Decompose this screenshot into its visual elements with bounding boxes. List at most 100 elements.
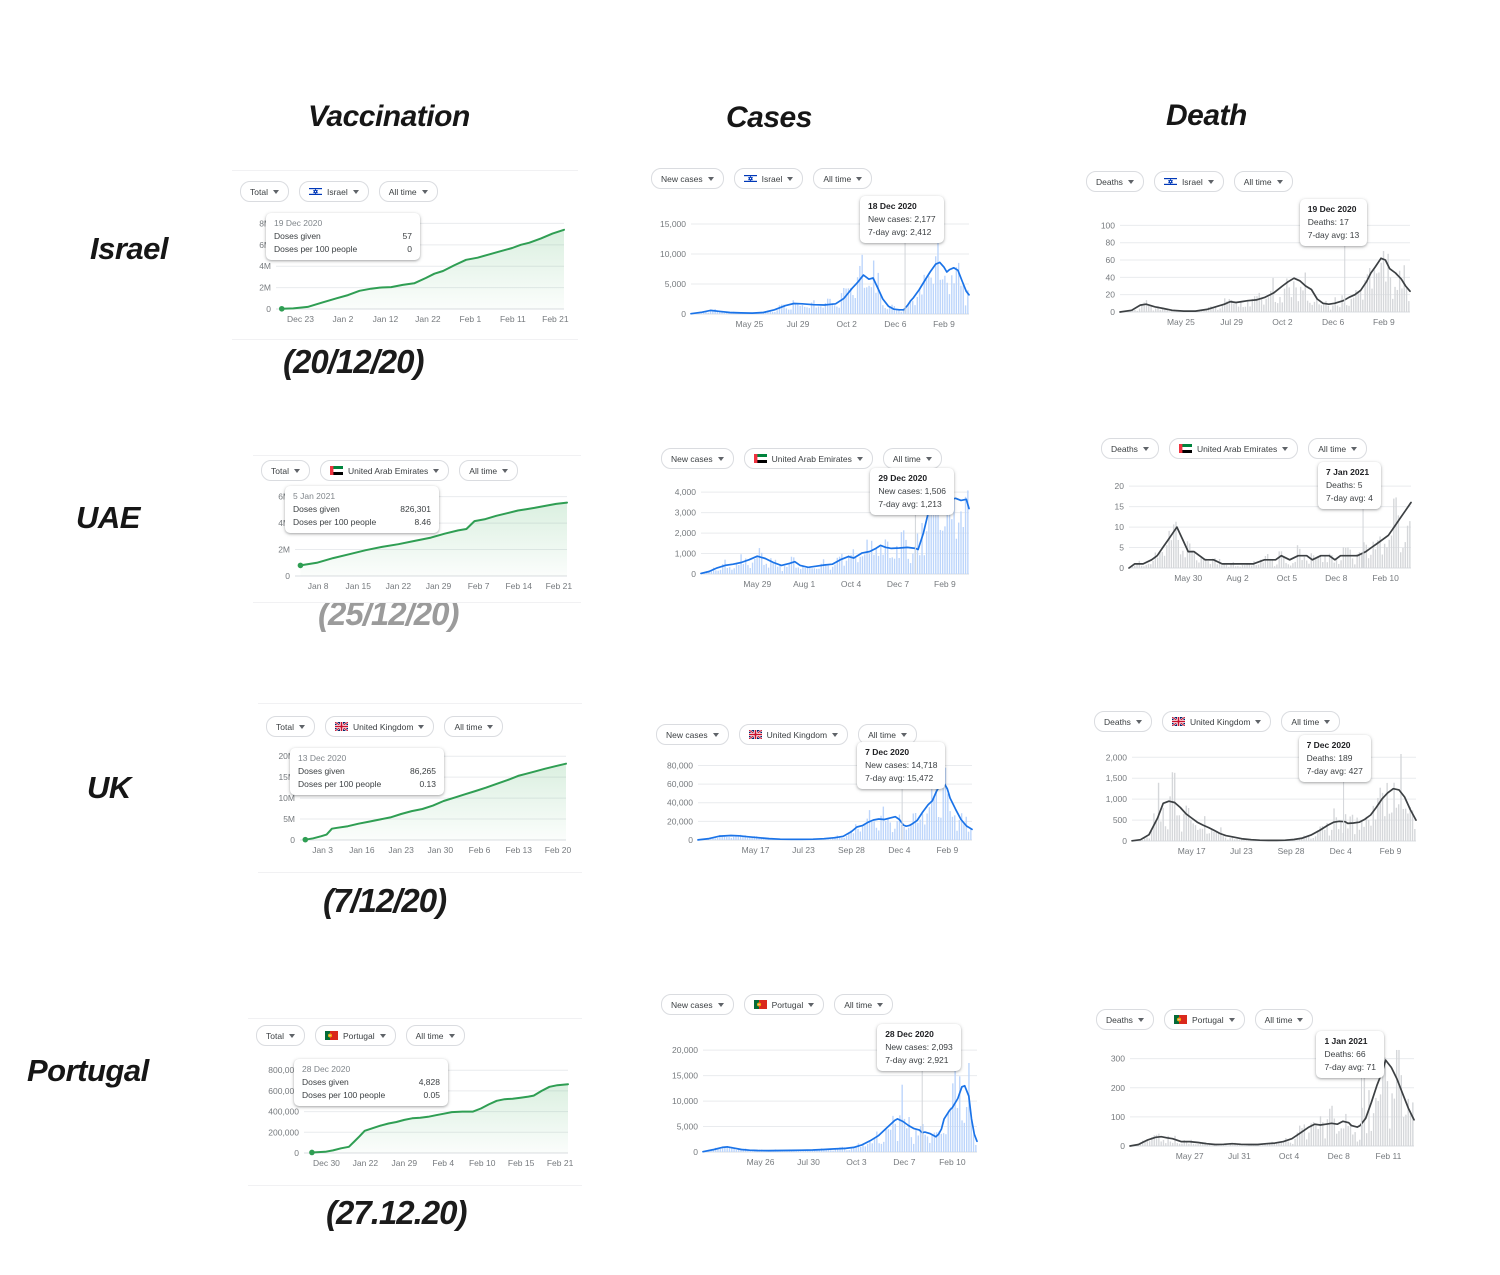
portugal-cases-country-dropdown[interactable]: Portugal — [743, 994, 825, 1015]
svg-text:8M: 8M — [259, 218, 271, 228]
portugal-deaths-country-dropdown[interactable]: Portugal — [1163, 1009, 1245, 1030]
uae-cases-controls: New cases United Arab Emirates All time — [661, 448, 942, 469]
svg-text:Jan 16: Jan 16 — [349, 845, 375, 855]
uk-vaccination-metric-label: Total — [276, 721, 294, 732]
svg-text:Dec 23: Dec 23 — [287, 314, 314, 324]
chevron-down-icon — [1297, 1017, 1304, 1022]
tooltip-row: Doses given 4,828 — [302, 1077, 440, 1087]
uk-cases-tooltip: 7 Dec 2020 New cases: 14,718 7-day avg: 15… — [857, 742, 946, 789]
chevron-down-icon — [856, 456, 863, 461]
portugal-vaccination-tooltip: 28 Dec 2020 Doses given 4,828 Doses per 100… — [294, 1059, 448, 1106]
chevron-down-icon — [293, 468, 300, 473]
portugal-deaths-range-dropdown[interactable]: All time — [1254, 1009, 1314, 1030]
israel-cases-metric-dropdown[interactable]: New cases — [651, 168, 724, 189]
svg-text:Oct 4: Oct 4 — [1279, 1151, 1300, 1161]
uae-deaths-metric-label: Deaths — [1111, 443, 1138, 454]
portugal-deaths-metric-dropdown[interactable]: Deaths — [1096, 1009, 1154, 1030]
uk-vaccination-range-dropdown[interactable]: All time — [444, 716, 504, 737]
israel-deaths-tooltip: 19 Dec 2020 Deaths: 17 7-day avg: 13 — [1299, 199, 1368, 246]
chart-uk-vaccination: Total United Kingdom All time 0 5M 10M 15M 20M J… — [258, 703, 582, 873]
portugal-cases-range-dropdown[interactable]: All time — [834, 994, 894, 1015]
chart-portugal-cases: New cases Portugal All time 0 5,000 10,000 15,… — [653, 988, 987, 1180]
portugal-cases-country-label: Portugal — [771, 999, 804, 1010]
tooltip-date: 18 Dec 2020 — [868, 201, 917, 211]
svg-text:Feb 21: Feb 21 — [547, 1158, 574, 1168]
flag-gb-icon — [334, 721, 349, 732]
portugal-vaccination-range-dropdown[interactable]: All time — [405, 1025, 465, 1046]
uk-deaths-range-label: All time — [1291, 716, 1320, 727]
tooltip-date: 29 Dec 2020 — [878, 473, 928, 483]
portugal-vaccination-controls: Total Portugal All time — [256, 1025, 465, 1046]
uae-deaths-country-dropdown[interactable]: United Arab Emirates — [1168, 438, 1299, 459]
tooltip-row: Doses given 57 — [274, 231, 412, 241]
uae-deaths-metric-dropdown[interactable]: Deaths — [1101, 438, 1159, 459]
uae-cases-plot: 0 1,000 2,000 3,000 4,000 May 29 Aug 1 Oct 4 Dec… — [675, 486, 970, 589]
tooltip-date: 5 Jan 2021 — [293, 491, 336, 501]
svg-text:Jan 15: Jan 15 — [345, 581, 371, 591]
israel-vaccination-range-dropdown[interactable]: All time — [378, 181, 438, 202]
uae-cases-country-dropdown[interactable]: United Arab Emirates — [743, 448, 873, 469]
svg-text:Feb 9: Feb 9 — [933, 319, 955, 329]
tooltip-line: 7-day avg: 13 — [1307, 230, 1360, 240]
svg-text:600,000: 600,000 — [268, 1086, 299, 1096]
portugal-vaccination-metric-dropdown[interactable]: Total — [256, 1025, 305, 1046]
svg-text:Aug 2: Aug 2 — [1226, 573, 1248, 583]
tooltip-date: 1 Jan 2021 — [1324, 1036, 1368, 1046]
svg-text:15: 15 — [1115, 502, 1125, 512]
svg-text:Jan 22: Jan 22 — [353, 1158, 379, 1168]
uk-vaccination-country-label: United Kingdom — [352, 721, 414, 732]
uk-vaccination-metric-dropdown[interactable]: Total — [266, 716, 315, 737]
svg-text:2M: 2M — [278, 545, 290, 555]
svg-text:Oct 5: Oct 5 — [1277, 573, 1298, 583]
chevron-down-icon — [433, 468, 440, 473]
israel-deaths-range-dropdown[interactable]: All time — [1233, 171, 1293, 192]
chevron-down-icon — [421, 189, 428, 194]
uae-cases-metric-dropdown[interactable]: New cases — [661, 448, 734, 469]
svg-text:Aug 1: Aug 1 — [793, 579, 815, 589]
uae-deaths-range-dropdown[interactable]: All time — [1308, 438, 1368, 459]
israel-vaccination-country-dropdown[interactable]: Israel — [298, 181, 369, 202]
svg-text:20: 20 — [1115, 481, 1125, 491]
svg-text:May 27: May 27 — [1176, 1151, 1204, 1161]
israel-deaths-plot: 0 20 40 60 80 100 May 25 Jul 29 Oct 2 Dec 6 Feb 9 — [1101, 220, 1411, 327]
uae-vaccination-range-dropdown[interactable]: All time — [459, 460, 519, 481]
israel-cases-plot: 0 5,000 10,000 15,000 May 25 Jul 29 Oct 2 Dec 6… — [660, 219, 970, 329]
svg-text:May 26: May 26 — [747, 1157, 775, 1167]
svg-text:Dec 30: Dec 30 — [313, 1158, 340, 1168]
svg-text:0: 0 — [294, 1148, 299, 1158]
uk-cases-country-dropdown[interactable]: United Kingdom — [738, 724, 849, 745]
chevron-down-icon — [832, 732, 839, 737]
chevron-down-icon — [1282, 446, 1289, 451]
chevron-down-icon — [379, 1033, 386, 1038]
israel-deaths-country-dropdown[interactable]: Israel — [1153, 171, 1224, 192]
israel-deaths-metric-dropdown[interactable]: Deaths — [1086, 171, 1144, 192]
israel-cases-range-dropdown[interactable]: All time — [813, 168, 873, 189]
israel-vaccination-metric-dropdown[interactable]: Total — [240, 181, 289, 202]
svg-text:May 25: May 25 — [1167, 317, 1195, 327]
uk-deaths-metric-dropdown[interactable]: Deaths — [1094, 711, 1152, 732]
uk-cases-metric-dropdown[interactable]: New cases — [656, 724, 729, 745]
flag-pt-icon — [324, 1031, 338, 1040]
chevron-down-icon — [717, 456, 724, 461]
svg-text:1,500: 1,500 — [1106, 773, 1128, 783]
svg-text:2,000: 2,000 — [1106, 752, 1128, 762]
uae-vaccination-metric-dropdown[interactable]: Total — [261, 460, 310, 481]
uk-vaccination-country-dropdown[interactable]: United Kingdom — [324, 716, 435, 737]
uae-vaccination-country-dropdown[interactable]: United Arab Emirates — [319, 460, 450, 481]
tooltip-line: 7-day avg: 15,472 — [865, 773, 934, 783]
portugal-cases-metric-dropdown[interactable]: New cases — [661, 994, 734, 1015]
israel-vaccination-metric-label: Total — [250, 186, 268, 197]
uk-deaths-range-dropdown[interactable]: All time — [1281, 711, 1341, 732]
portugal-vaccination-country-dropdown[interactable]: Portugal — [314, 1025, 396, 1046]
svg-text:0: 0 — [290, 835, 295, 845]
tooltip-line: New cases: 2,093 — [885, 1042, 953, 1052]
svg-text:4M: 4M — [278, 518, 290, 528]
uk-deaths-country-dropdown[interactable]: United Kingdom — [1161, 711, 1272, 732]
israel-cases-country-dropdown[interactable]: Israel — [733, 168, 804, 189]
portugal-deaths-country-label: Portugal — [1191, 1014, 1224, 1025]
svg-text:60,000: 60,000 — [667, 779, 693, 789]
uk-cases-controls: New cases United Kingdom All time — [656, 724, 917, 745]
uae-deaths-tooltip: 7 Jan 2021 Deaths: 5 7-day avg: 4 — [1318, 462, 1381, 509]
svg-text:15,000: 15,000 — [660, 219, 686, 229]
chevron-down-icon — [502, 468, 509, 473]
